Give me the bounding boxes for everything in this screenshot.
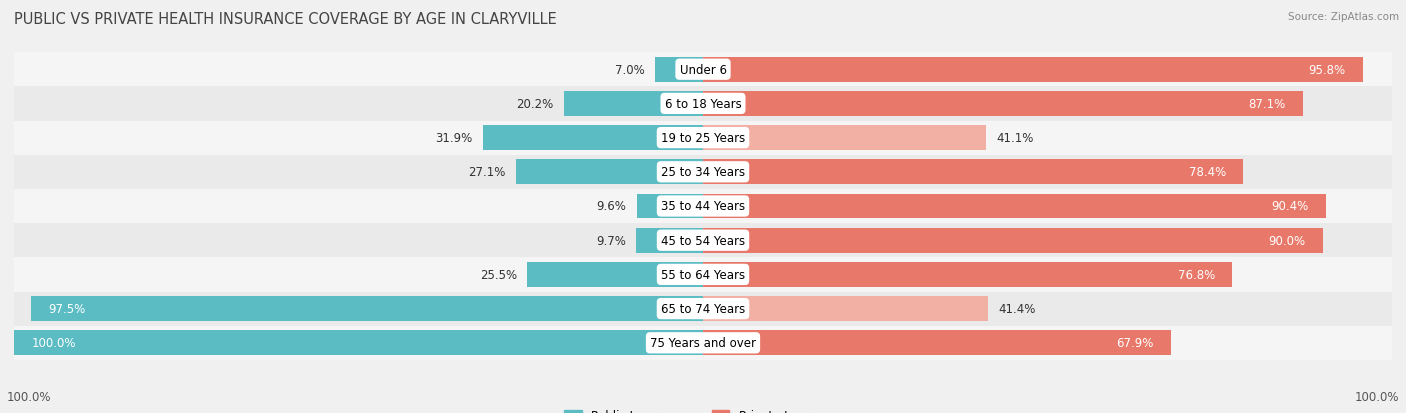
Text: 45 to 54 Years: 45 to 54 Years <box>661 234 745 247</box>
Bar <box>14 326 1392 360</box>
Bar <box>14 53 1392 87</box>
Bar <box>516 160 703 185</box>
Bar <box>31 297 703 321</box>
Text: 41.4%: 41.4% <box>998 302 1036 316</box>
Bar <box>703 92 1303 116</box>
Bar <box>703 228 1323 253</box>
Text: 9.6%: 9.6% <box>596 200 627 213</box>
Text: Source: ZipAtlas.com: Source: ZipAtlas.com <box>1288 12 1399 22</box>
Text: 76.8%: 76.8% <box>1178 268 1215 281</box>
Bar <box>14 223 1392 258</box>
Text: 87.1%: 87.1% <box>1249 97 1286 111</box>
Text: 67.9%: 67.9% <box>1116 337 1153 349</box>
Text: 7.0%: 7.0% <box>614 64 644 76</box>
Text: 78.4%: 78.4% <box>1188 166 1226 179</box>
Bar <box>637 194 703 219</box>
Text: 19 to 25 Years: 19 to 25 Years <box>661 132 745 145</box>
Bar <box>484 126 703 151</box>
Bar <box>527 262 703 287</box>
Text: 97.5%: 97.5% <box>48 302 86 316</box>
Text: 75 Years and over: 75 Years and over <box>650 337 756 349</box>
Text: 6 to 18 Years: 6 to 18 Years <box>665 97 741 111</box>
Text: 27.1%: 27.1% <box>468 166 506 179</box>
Bar <box>14 190 1392 223</box>
Text: 100.0%: 100.0% <box>1354 390 1399 403</box>
Bar <box>14 331 703 355</box>
Legend: Public Insurance, Private Insurance: Public Insurance, Private Insurance <box>560 404 846 413</box>
Bar <box>703 262 1232 287</box>
Text: 100.0%: 100.0% <box>7 390 52 403</box>
Bar <box>564 92 703 116</box>
Bar <box>636 228 703 253</box>
Bar <box>703 160 1243 185</box>
Bar <box>655 58 703 82</box>
Bar <box>14 155 1392 190</box>
Text: 90.4%: 90.4% <box>1271 200 1309 213</box>
Text: 90.0%: 90.0% <box>1268 234 1306 247</box>
Bar <box>14 292 1392 326</box>
Bar <box>703 58 1362 82</box>
Bar <box>14 258 1392 292</box>
Text: Under 6: Under 6 <box>679 64 727 76</box>
Text: 65 to 74 Years: 65 to 74 Years <box>661 302 745 316</box>
Text: 25 to 34 Years: 25 to 34 Years <box>661 166 745 179</box>
Text: 9.7%: 9.7% <box>596 234 626 247</box>
Bar <box>703 331 1171 355</box>
Text: 95.8%: 95.8% <box>1309 64 1346 76</box>
Text: 41.1%: 41.1% <box>997 132 1033 145</box>
Text: 100.0%: 100.0% <box>31 337 76 349</box>
Text: 31.9%: 31.9% <box>436 132 472 145</box>
Text: 25.5%: 25.5% <box>479 268 517 281</box>
Text: 20.2%: 20.2% <box>516 97 554 111</box>
Text: 55 to 64 Years: 55 to 64 Years <box>661 268 745 281</box>
Text: PUBLIC VS PRIVATE HEALTH INSURANCE COVERAGE BY AGE IN CLARYVILLE: PUBLIC VS PRIVATE HEALTH INSURANCE COVER… <box>14 12 557 27</box>
Bar <box>703 194 1326 219</box>
Bar <box>703 126 986 151</box>
Bar <box>14 87 1392 121</box>
Bar <box>14 121 1392 155</box>
Bar <box>703 297 988 321</box>
Text: 35 to 44 Years: 35 to 44 Years <box>661 200 745 213</box>
